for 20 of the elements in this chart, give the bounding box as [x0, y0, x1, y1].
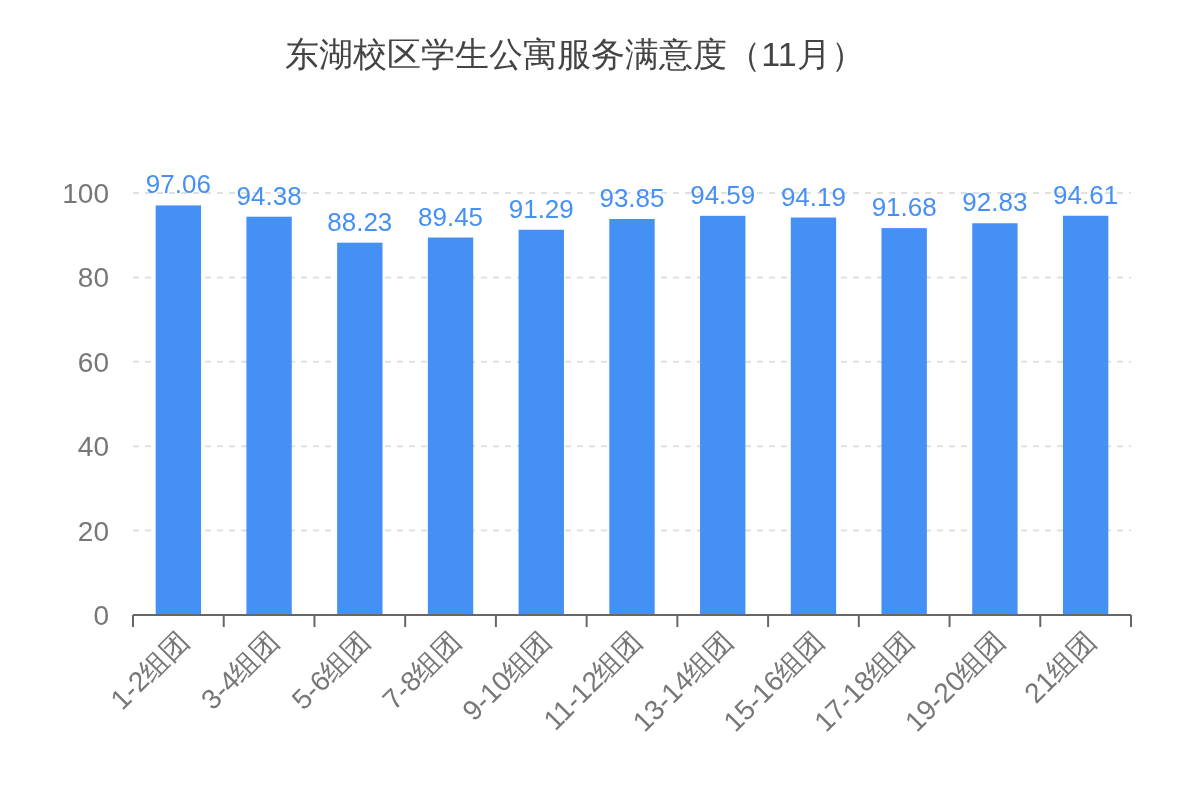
- data-label: 94.61: [1053, 179, 1119, 210]
- data-label: 93.85: [599, 182, 665, 213]
- y-tick-label: 40: [77, 431, 109, 463]
- data-label: 94.19: [780, 181, 846, 212]
- data-label: 91.29: [508, 193, 574, 224]
- data-label: 97.06: [145, 169, 211, 200]
- data-label: 94.38: [236, 180, 302, 211]
- data-label: 89.45: [418, 201, 484, 232]
- x-tick-label: 21组团: [1018, 625, 1102, 709]
- data-label: 88.23: [327, 206, 393, 237]
- data-label: 91.68: [871, 192, 937, 223]
- title: 东湖校区学生公寓服务满意度（11月）: [285, 35, 865, 73]
- y-tick-label: 80: [77, 262, 109, 294]
- data-label: 94.59: [690, 179, 756, 210]
- data-label: 92.83: [962, 187, 1028, 218]
- y-tick-label: 20: [77, 515, 109, 547]
- x-tick-label: 3-4组团: [195, 625, 286, 716]
- y-tick-label: 60: [77, 346, 109, 378]
- x-tick-label: 5-6组团: [285, 625, 377, 716]
- y-tick-label: 100: [62, 178, 109, 209]
